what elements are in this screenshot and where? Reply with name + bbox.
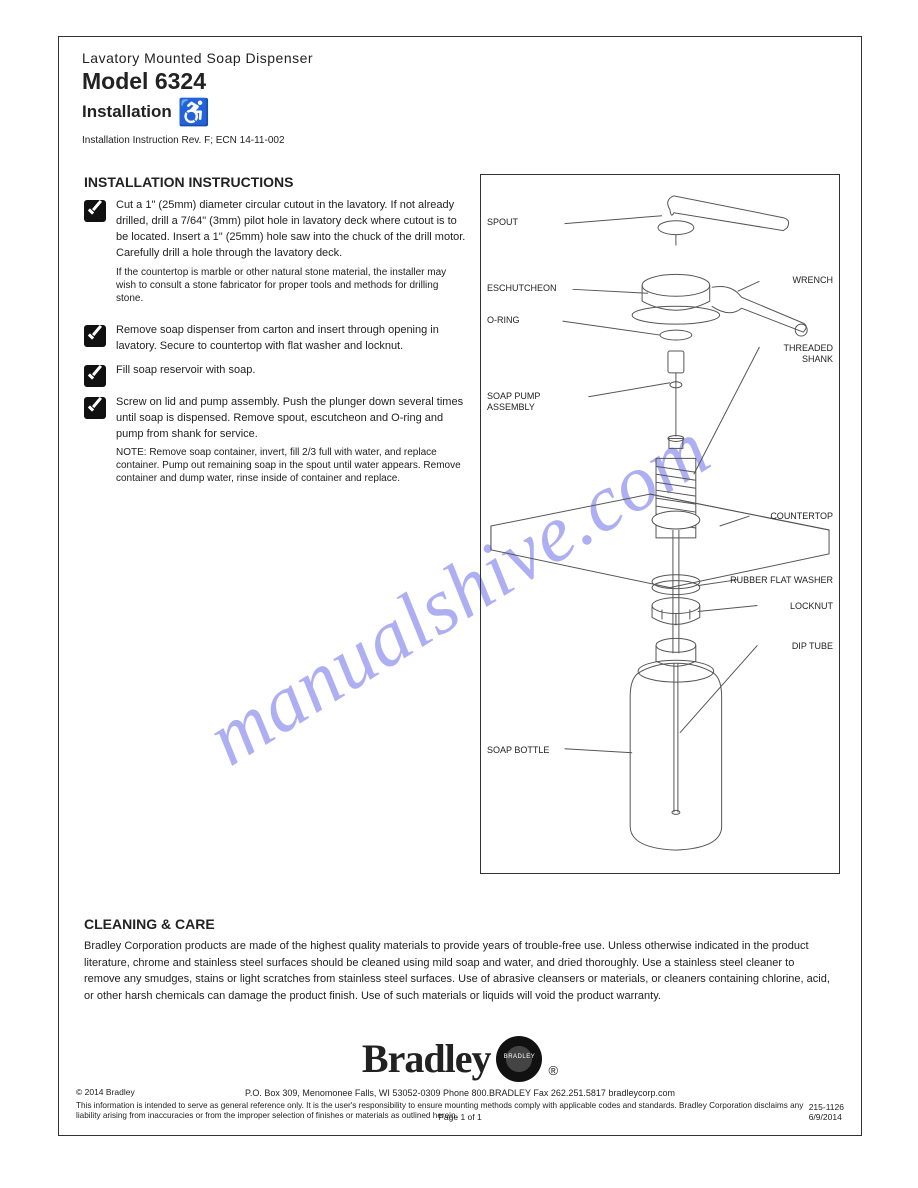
footer-right: 215-1126 6/9/2014 — [809, 1102, 844, 1122]
step-4-note: NOTE: Remove soap container, invert, fil… — [116, 446, 466, 485]
instructions-section: INSTALLATION INSTRUCTIONS Cut a 1" (25mm… — [84, 174, 466, 493]
step-1-note: If the countertop is marble or other nat… — [116, 266, 466, 305]
check-icon — [84, 200, 106, 222]
check-icon — [84, 325, 106, 347]
footer-docnum: 215-1126 — [809, 1102, 844, 1112]
label-locknut: LOCKNUT — [753, 601, 833, 612]
step-1-text: Cut a 1" (25mm) diameter circular cutout… — [116, 199, 465, 259]
care-section: CLEANING & CARE Bradley Corporation prod… — [84, 916, 834, 1004]
step-2: Remove soap dispenser from carton and in… — [84, 323, 466, 355]
exploded-diagram: SPOUT ESCHUTCHEON O-RING WRENCH THREADED… — [480, 174, 840, 874]
step-4-text: Screw on lid and pump assembly. Push the… — [116, 396, 463, 440]
label-wrench: WRENCH — [753, 275, 833, 286]
footer-page-number: Page 1 of 1 — [58, 1112, 862, 1122]
brand-globe-icon — [496, 1036, 542, 1082]
step-1: Cut a 1" (25mm) diameter circular cutout… — [84, 198, 466, 305]
check-icon — [84, 397, 106, 419]
care-title: CLEANING & CARE — [84, 916, 834, 932]
registered-mark: ® — [548, 1063, 558, 1078]
label-escutcheon: ESCHUTCHEON — [487, 283, 577, 294]
wheelchair-icon: ♿ — [178, 99, 210, 125]
step-3-text: Fill soap reservoir with soap. — [116, 363, 255, 387]
brand-logo-text: Bradley — [362, 1035, 491, 1082]
product-model: Model 6324 — [82, 68, 842, 95]
brand-block: Bradley ® — [58, 1035, 862, 1082]
step-4: Screw on lid and pump assembly. Push the… — [84, 395, 466, 486]
step-2-text: Remove soap dispenser from carton and in… — [116, 323, 466, 355]
product-overline: Lavatory Mounted Soap Dispenser — [82, 50, 842, 66]
label-spout: SPOUT — [487, 217, 567, 228]
care-body: Bradley Corporation products are made of… — [84, 938, 834, 1004]
label-diptube: DIP TUBE — [753, 641, 833, 652]
instructions-title: INSTALLATION INSTRUCTIONS — [84, 174, 466, 190]
label-shank: THREADED SHANK — [753, 343, 833, 366]
label-oring: O-RING — [487, 315, 567, 326]
step-3: Fill soap reservoir with soap. — [84, 363, 466, 387]
doc-type-label: Installation — [82, 102, 172, 122]
footer-copyright: © 2014 Bradley — [76, 1087, 816, 1097]
label-counter: COUNTERTOP — [743, 511, 833, 522]
revision-line: Installation Instruction Rev. F; ECN 14-… — [82, 135, 842, 146]
header: Lavatory Mounted Soap Dispenser Model 63… — [58, 36, 862, 152]
label-bottle: SOAP BOTTLE — [487, 745, 567, 756]
footer-date: 6/9/2014 — [809, 1112, 844, 1122]
label-pump: SOAP PUMP ASSEMBLY — [487, 391, 587, 414]
label-washer: RUBBER FLAT WASHER — [728, 575, 833, 586]
check-icon — [84, 365, 106, 387]
